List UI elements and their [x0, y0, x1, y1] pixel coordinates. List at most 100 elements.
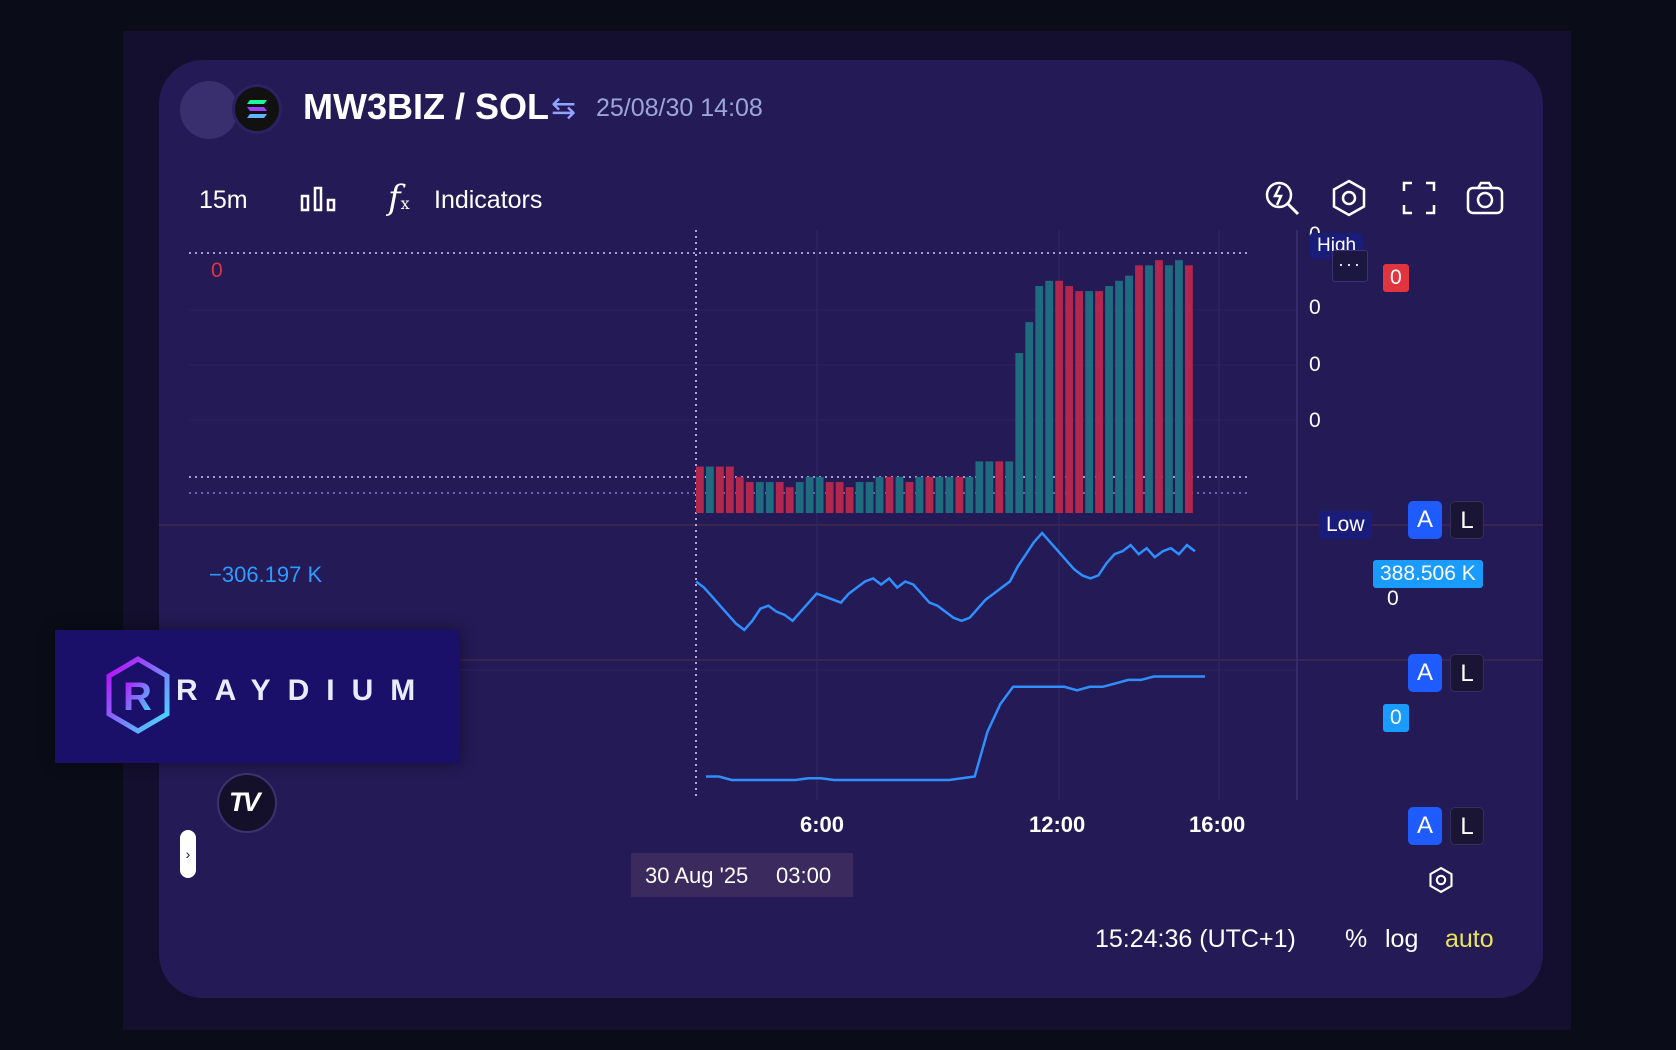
- crosshair-time-label: 30 Aug '25 03:00: [631, 853, 853, 897]
- price-bar: [745, 482, 754, 513]
- price-bars: [696, 260, 1193, 513]
- price-bar: [915, 476, 924, 513]
- price-bar: [1025, 322, 1034, 513]
- price-bar: [825, 482, 834, 513]
- indicator-line-2: [706, 675, 1205, 782]
- indicators-button[interactable]: Indicators: [434, 186, 543, 214]
- function-icon[interactable]: fx: [388, 178, 410, 218]
- price-bar: [735, 476, 744, 513]
- auto-scale-button-3[interactable]: A: [1408, 807, 1442, 845]
- interval-selector[interactable]: 15m: [199, 186, 248, 214]
- price-bar: [975, 461, 984, 513]
- price-bar: [755, 482, 764, 513]
- log-scale-button-1[interactable]: L: [1450, 501, 1484, 539]
- price-bar: [1055, 280, 1064, 513]
- current-price-tag: 0: [1383, 264, 1409, 292]
- price-bar: [705, 466, 714, 513]
- indicator-1-value-tag: 388.506 K: [1373, 560, 1483, 588]
- price-bar: [1115, 280, 1123, 513]
- price-bar: [805, 476, 814, 513]
- auto-toggle[interactable]: auto: [1445, 925, 1494, 953]
- price-bar: [785, 487, 794, 513]
- price-bar: [855, 482, 864, 513]
- price-bar: [1085, 291, 1094, 513]
- price-bar: [955, 476, 964, 513]
- price-bar: [1015, 353, 1024, 513]
- auto-scale-button-1[interactable]: A: [1408, 501, 1442, 539]
- price-bar: [865, 482, 874, 513]
- crosshair-date: 30 Aug '25: [645, 863, 749, 888]
- price-bar: [935, 476, 944, 513]
- price-bar: [1075, 291, 1084, 513]
- price-bar: [965, 476, 974, 513]
- price-bar: [815, 476, 824, 513]
- pair-title: MW3BIZ / SOL: [303, 86, 549, 127]
- price-bar: [725, 466, 734, 513]
- price-axis-tick: 0: [1309, 296, 1321, 319]
- sidebar-toggle-button[interactable]: ›: [180, 830, 196, 878]
- raydium-logo: R RAYDIUM: [55, 630, 460, 763]
- price-bar: [875, 476, 884, 513]
- log-toggle[interactable]: log: [1385, 925, 1419, 953]
- price-bar: [1095, 291, 1103, 513]
- fx-symbol: f: [388, 178, 401, 218]
- fx-subscript: x: [400, 194, 410, 213]
- price-bar: [985, 461, 994, 513]
- price-bar: [765, 482, 774, 513]
- price-bar: [1125, 275, 1133, 513]
- raydium-letter: R: [123, 675, 152, 719]
- price-bar: [885, 476, 894, 513]
- price-bar: [1165, 265, 1173, 513]
- clock-utc[interactable]: 15:24:36 (UTC+1): [1095, 925, 1296, 953]
- more-options-button[interactable]: ···: [1332, 250, 1368, 282]
- settings-icon[interactable]: [1329, 178, 1369, 218]
- price-bar: [1185, 265, 1193, 513]
- price-bar: [795, 482, 804, 513]
- header-timestamp: 25/08/30 14:08: [596, 94, 763, 122]
- price-bar: [1155, 260, 1163, 513]
- swap-arrows-icon[interactable]: ⇆: [551, 92, 577, 125]
- time-axis-label: 12:00: [1029, 812, 1085, 837]
- price-bar: [895, 476, 904, 513]
- log-scale-button-3[interactable]: L: [1450, 807, 1484, 845]
- price-bar: [1005, 461, 1014, 513]
- indicator-line-1: [695, 531, 1196, 632]
- solana-icon: [232, 84, 282, 134]
- axis-settings-icon[interactable]: [1427, 866, 1455, 899]
- raydium-hex-icon: R: [106, 656, 170, 734]
- log-scale-button-2[interactable]: L: [1450, 654, 1484, 692]
- price-bar: [1105, 285, 1113, 513]
- time-axis-labels: 6:00 12:00 16:00: [800, 812, 1245, 837]
- price-bar: [1175, 260, 1183, 513]
- price-bar: [925, 476, 934, 513]
- price-bar: [1145, 265, 1153, 513]
- percent-toggle[interactable]: %: [1345, 925, 1368, 953]
- fullscreen-icon[interactable]: [1399, 178, 1439, 218]
- price-bar: [1045, 280, 1054, 513]
- price-bar: [945, 476, 954, 513]
- price-bar: [995, 461, 1004, 513]
- price-bar: [715, 466, 724, 513]
- search-bolt-icon[interactable]: [1262, 178, 1302, 218]
- raydium-wordmark: RAYDIUM: [176, 674, 433, 707]
- price-bar: [1065, 285, 1074, 513]
- left-last-price-label: 0: [211, 259, 223, 282]
- crosshair-time: 03:00: [776, 863, 832, 888]
- indicator-2-value-tag: 0: [1383, 704, 1409, 732]
- price-bar: [1135, 265, 1143, 513]
- auto-scale-button-2[interactable]: A: [1408, 654, 1442, 692]
- price-axis-tick: 0: [1309, 409, 1321, 432]
- chart-panel: MW3BIZ / SOL ⇆ 25/08/30 14:08 15m fx Ind…: [159, 60, 1543, 998]
- camera-icon[interactable]: [1465, 178, 1505, 218]
- tradingview-logo[interactable]: TV: [217, 773, 277, 833]
- time-axis-label: 16:00: [1189, 812, 1245, 837]
- chart-canvas[interactable]: 0 0 0 0 6:00 12:00 16:00: [159, 60, 1543, 998]
- price-bar: [905, 482, 914, 513]
- price-bar: [845, 487, 854, 513]
- indicator-1-axis-tick: 0: [1387, 587, 1399, 610]
- bar-chart-icon[interactable]: [300, 186, 336, 217]
- low-label: Low: [1319, 511, 1372, 539]
- price-bar: [775, 482, 784, 513]
- price-bar: [835, 482, 844, 513]
- time-axis-label: 6:00: [800, 812, 844, 837]
